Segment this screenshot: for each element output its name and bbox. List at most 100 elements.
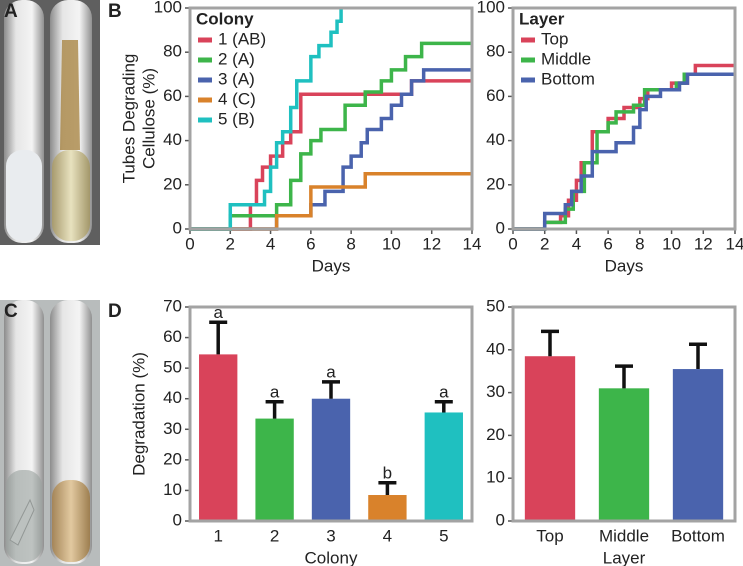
significance-letter: a xyxy=(213,303,223,322)
legend-label: 1 (AB) xyxy=(218,29,266,48)
bar xyxy=(424,412,463,521)
y-tick-label: 40 xyxy=(486,130,505,149)
x-tick-label: 4 xyxy=(266,234,275,253)
y-tick-label: 20 xyxy=(163,174,182,193)
x-axis-label: Days xyxy=(312,256,351,275)
x-tick-label: 6 xyxy=(603,234,612,253)
panel-label: B xyxy=(108,1,122,22)
y-tick-label: 20 xyxy=(163,449,182,468)
y-tick-label: 100 xyxy=(154,0,182,16)
x-axis-label: Colony xyxy=(305,548,358,566)
y-tick-label: 10 xyxy=(163,480,182,499)
legend-label: Top xyxy=(541,29,568,48)
error-bar xyxy=(434,400,453,413)
bar xyxy=(368,495,407,521)
legend-label: 5 (B) xyxy=(218,109,255,128)
error-bar xyxy=(378,481,397,496)
y-tick-label: 40 xyxy=(163,388,182,407)
plot-frame xyxy=(188,6,474,231)
step-line xyxy=(190,41,472,231)
y-tick-label: 60 xyxy=(163,86,182,105)
bar xyxy=(598,388,650,521)
step-line xyxy=(513,72,735,231)
x-axis-label: Layer xyxy=(603,548,646,566)
error-bar xyxy=(689,342,707,370)
x-tick-label: 3 xyxy=(326,526,335,545)
panel-label: A xyxy=(4,1,18,22)
x-tick-label: 5 xyxy=(439,526,448,545)
x-tick-label: 14 xyxy=(726,234,743,253)
panel-label: C xyxy=(4,301,18,322)
error-bar xyxy=(322,380,340,399)
plot-frame xyxy=(511,6,737,231)
y-axis-label: Degradation (%) xyxy=(129,352,148,476)
y-tick-label: 60 xyxy=(486,86,505,105)
error-bar xyxy=(209,320,228,355)
bar xyxy=(311,398,351,521)
legend-label: Middle xyxy=(541,49,591,68)
plot-frame xyxy=(511,305,737,523)
y-tick-label: 40 xyxy=(486,339,505,358)
legend-label: Bottom xyxy=(541,69,595,88)
y-tick-label: 80 xyxy=(486,42,505,61)
y-tick-label: 40 xyxy=(163,130,182,149)
step-line xyxy=(513,63,735,231)
x-tick-label: 12 xyxy=(422,234,441,253)
step-line xyxy=(513,72,735,231)
x-tick-label: 14 xyxy=(463,234,482,253)
x-tick-label: 8 xyxy=(346,234,355,253)
legend-title: Colony xyxy=(196,9,254,28)
x-tick-label: 4 xyxy=(572,234,581,253)
y-tick-label: 0 xyxy=(173,218,182,237)
y-tick-label: 50 xyxy=(163,358,182,377)
y-tick-label: 50 xyxy=(486,296,505,315)
x-tick-label: Top xyxy=(536,526,563,545)
step-line xyxy=(190,68,472,231)
significance-letter: a xyxy=(270,382,280,401)
y-tick-label: 0 xyxy=(496,218,505,237)
bar xyxy=(199,354,238,521)
error-bar xyxy=(265,400,284,419)
x-tick-label: 2 xyxy=(540,234,549,253)
y-tick-label: 20 xyxy=(486,174,505,193)
x-tick-label: 10 xyxy=(382,234,401,253)
x-tick-label: 2 xyxy=(226,234,235,253)
x-tick-label: 0 xyxy=(185,234,194,253)
legend-label: 2 (A) xyxy=(218,49,255,68)
error-bar xyxy=(615,364,633,389)
x-tick-label: 4 xyxy=(383,526,392,545)
y-axis-label: Cellulose (%) xyxy=(139,68,158,169)
y-axis-label: Tubes Degrading xyxy=(119,54,138,184)
y-tick-label: 0 xyxy=(173,510,182,529)
photo-c xyxy=(0,300,100,566)
step-line xyxy=(190,8,343,231)
x-axis-label: Days xyxy=(605,256,644,275)
y-tick-label: 70 xyxy=(163,296,182,315)
x-tick-label: 10 xyxy=(662,234,681,253)
y-tick-label: 80 xyxy=(163,42,182,61)
step-line xyxy=(190,172,472,231)
y-tick-label: 0 xyxy=(496,510,505,529)
error-bar xyxy=(541,329,559,357)
photo-a xyxy=(0,0,100,245)
plot-frame xyxy=(188,305,474,523)
significance-letter: a xyxy=(439,382,449,401)
legend-title: Layer xyxy=(519,9,565,28)
y-tick-label: 30 xyxy=(163,419,182,438)
y-tick-label: 30 xyxy=(486,382,505,401)
x-tick-label: 2 xyxy=(270,526,279,545)
y-tick-label: 10 xyxy=(486,468,505,487)
bar xyxy=(672,369,724,521)
bar xyxy=(524,356,576,521)
x-tick-label: 8 xyxy=(635,234,644,253)
x-tick-label: 0 xyxy=(508,234,517,253)
y-tick-label: 20 xyxy=(486,425,505,444)
x-tick-label: Bottom xyxy=(671,526,725,545)
panel-label: D xyxy=(108,301,122,322)
bar xyxy=(255,418,294,521)
significance-letter: a xyxy=(326,362,336,381)
x-tick-label: Middle xyxy=(599,526,649,545)
legend-label: 3 (A) xyxy=(218,69,255,88)
x-tick-label: 6 xyxy=(306,234,315,253)
